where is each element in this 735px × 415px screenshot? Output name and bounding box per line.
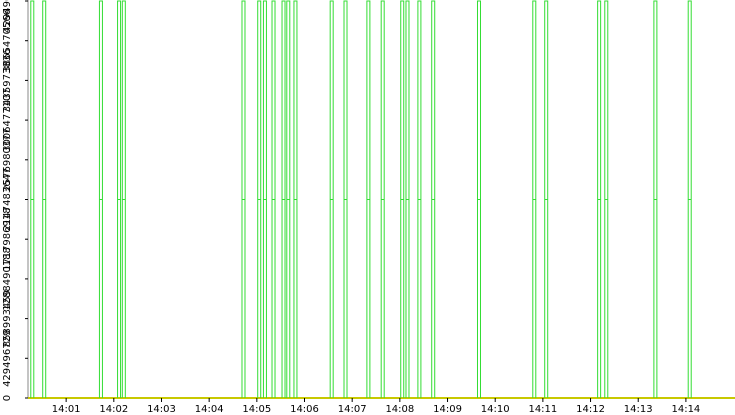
x-tick-label: 14:05 — [242, 404, 271, 415]
y-tick-label: 429496729 — [2, 330, 13, 387]
x-tick-label: 14:01 — [52, 404, 81, 415]
x-tick-label: 14:12 — [576, 404, 605, 415]
x-tick-label: 14:10 — [481, 404, 510, 415]
x-tick-label: 14:08 — [385, 404, 414, 415]
y-tick-label: 0 — [2, 395, 13, 401]
x-tick-label: 14:03 — [147, 404, 176, 415]
x-tick-label: 14:04 — [195, 404, 224, 415]
x-tick-label: 14:07 — [338, 404, 367, 415]
x-tick-label: 14:06 — [290, 404, 319, 415]
y-tick-label: 2576980377 — [2, 128, 13, 192]
x-tick-label: 14:13 — [624, 404, 653, 415]
y-tick-label: 3006477107 — [2, 88, 13, 152]
x-tick-label: 14:14 — [671, 404, 700, 415]
x-tick-label: 14:02 — [99, 404, 128, 415]
y-tick-label: 3435973836 — [2, 49, 13, 113]
y-tick-label: 858993459 — [2, 290, 13, 347]
y-tick-label: 1717986918 — [2, 207, 13, 271]
x-tick-label: 14:11 — [528, 404, 557, 415]
x-tick-label: 14:09 — [433, 404, 462, 415]
y-tick-label: 3865470566 — [2, 9, 13, 73]
y-tick-label: 1288490188 — [2, 247, 13, 311]
y-tick-label: 4294967295 — [2, 0, 13, 33]
y-tick-label: 2147483647 — [2, 168, 13, 232]
